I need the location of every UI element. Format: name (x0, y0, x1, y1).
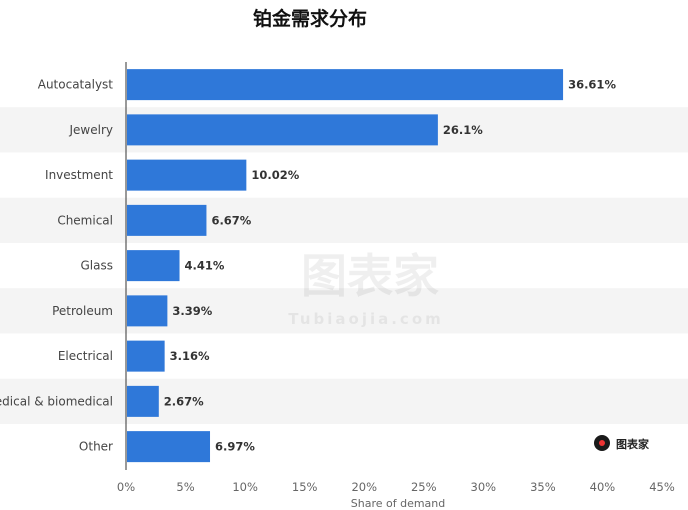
x-tick-label: 35% (530, 480, 556, 494)
bar-1 (127, 114, 438, 146)
category-label: Investment (45, 168, 113, 182)
row-stripes (0, 107, 688, 424)
value-labels: 36.61% 26.1% 10.02% 6.67% 4.41% 3.39% 3.16% 2.6… (164, 78, 617, 454)
value-label: 36.61% (568, 78, 616, 92)
category-label: Petroleum (52, 304, 113, 318)
category-label: Other (79, 440, 113, 454)
bar-2 (127, 159, 247, 191)
row-stripe (0, 378, 688, 424)
bar-6 (127, 340, 165, 372)
bar-7 (127, 385, 159, 417)
x-tick-label: 0% (117, 480, 135, 494)
value-label: 2.67% (164, 394, 204, 408)
x-ticks: 0% 5% 10% 15% 20% 25% 30% 35% 40% 45% (117, 480, 675, 494)
value-label: 3.16% (170, 349, 210, 363)
bar-4 (127, 250, 180, 282)
value-label: 6.67% (211, 213, 251, 227)
bars (127, 69, 564, 463)
value-label: 26.1% (443, 123, 483, 137)
category-label: Jewelry (69, 123, 114, 137)
bar-8 (127, 431, 211, 463)
category-label: Medical & biomedical (0, 394, 113, 408)
chart-title: 铂金需求分布 (252, 8, 367, 30)
row-stripe (0, 288, 688, 334)
x-tick-label: 20% (351, 480, 377, 494)
category-labels: Autocatalyst Jewelry Investment Chemical Gla… (0, 78, 113, 454)
logo-text: 图表家 (616, 437, 650, 451)
x-tick-label: 25% (411, 480, 437, 494)
value-label: 3.39% (172, 304, 212, 318)
value-label: 4.41% (185, 259, 225, 273)
row-stripe (0, 197, 688, 243)
x-tick-label: 5% (176, 480, 194, 494)
bar-5 (127, 295, 168, 327)
x-tick-label: 30% (471, 480, 497, 494)
x-tick-label: 10% (232, 480, 258, 494)
bar-0 (127, 69, 564, 101)
watermark: 图表家 Tubiaojia.com (288, 249, 444, 328)
logo: 图表家 (594, 435, 650, 451)
watermark-sub: Tubiaojia.com (288, 310, 444, 328)
category-label: Chemical (57, 213, 113, 227)
x-tick-label: 40% (590, 480, 616, 494)
category-label: Electrical (58, 349, 113, 363)
x-tick-label: 45% (649, 480, 675, 494)
value-label: 6.97% (215, 440, 255, 454)
value-label: 10.02% (251, 168, 299, 182)
bar-3 (127, 204, 207, 236)
category-label: Glass (81, 259, 114, 273)
category-label: Autocatalyst (38, 78, 114, 92)
x-tick-label: 15% (292, 480, 318, 494)
watermark-main: 图表家 (301, 249, 439, 303)
logo-dot (599, 440, 605, 446)
x-axis-label: Share of demand (351, 497, 446, 510)
